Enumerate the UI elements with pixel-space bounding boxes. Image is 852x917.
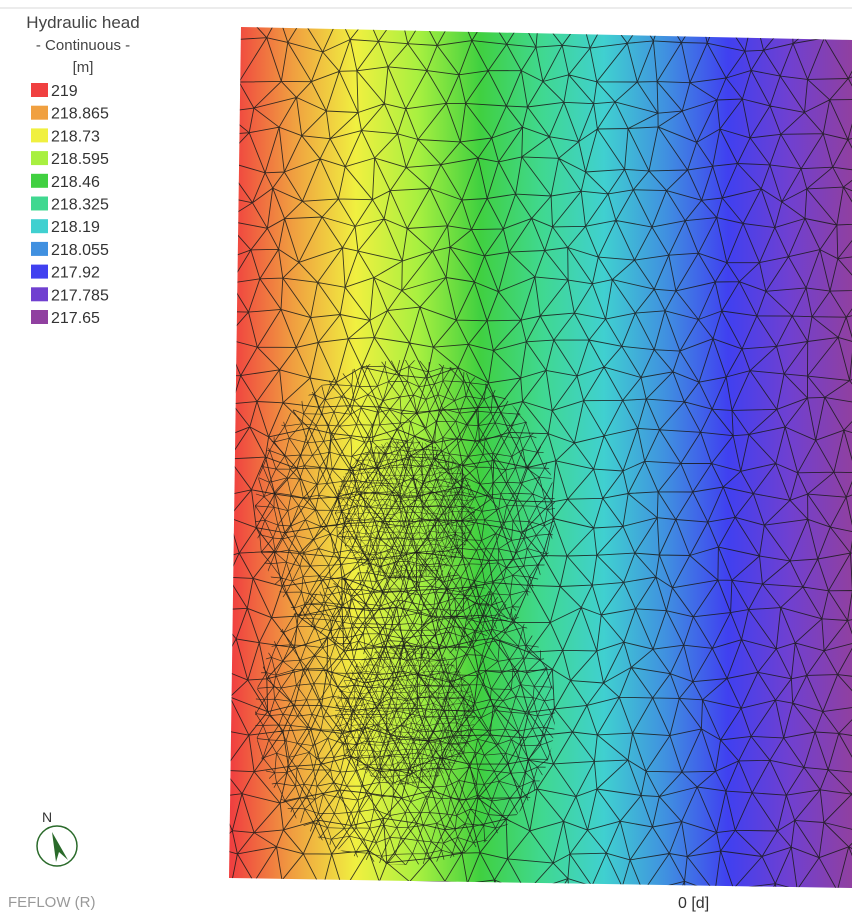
legend-swatch [31, 310, 48, 324]
brand: FEFLOW (R) [8, 894, 96, 911]
legend-value: 218.865 [51, 106, 109, 123]
time-label: 0 [d] [678, 895, 709, 912]
legend-value: 217.92 [51, 265, 100, 282]
legend-value: 218.46 [51, 174, 100, 191]
legend-swatch [31, 287, 48, 301]
legend-mode: - Continuous - [36, 37, 130, 54]
legend-swatch [31, 197, 48, 211]
legend-value: 217.785 [51, 287, 109, 304]
legend-unit: [m] [73, 59, 94, 76]
legend-swatch [31, 83, 48, 97]
legend-value: 218.19 [51, 219, 100, 236]
legend-swatch [31, 219, 48, 233]
legend-title: Hydraulic head [26, 13, 139, 32]
legend: 219 218.865 218.73 218.595 218.46 218.325 218.… [31, 83, 109, 327]
compass: N [37, 809, 77, 866]
legend-value: 218.73 [51, 128, 100, 145]
legend-value: 218.055 [51, 242, 109, 259]
legend-value: 218.595 [51, 151, 109, 168]
legend-swatch [31, 151, 48, 165]
legend-swatch [31, 174, 48, 188]
legend-value: 217.65 [51, 310, 100, 327]
feflow-view: Hydraulic head - Continuous - [m] 219 218… [0, 0, 852, 912]
legend-swatch [31, 242, 48, 256]
compass-label: N [42, 809, 52, 825]
legend-value: 219 [51, 83, 78, 100]
legend-swatch [31, 106, 48, 120]
legend-swatch [31, 265, 48, 279]
legend-swatch [31, 128, 48, 142]
model-domain [229, 27, 852, 888]
legend-value: 218.325 [51, 197, 109, 214]
